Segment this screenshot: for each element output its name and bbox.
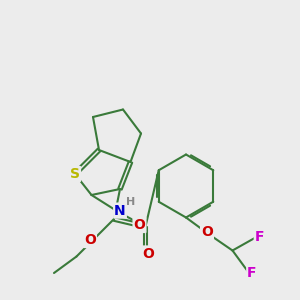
Text: H: H	[126, 196, 135, 207]
Text: F: F	[247, 266, 257, 280]
Text: N: N	[114, 204, 126, 218]
Text: S: S	[70, 167, 80, 181]
Text: O: O	[142, 247, 154, 260]
Text: O: O	[134, 218, 146, 232]
Text: O: O	[84, 233, 96, 247]
Text: O: O	[201, 226, 213, 239]
Text: F: F	[255, 230, 264, 244]
